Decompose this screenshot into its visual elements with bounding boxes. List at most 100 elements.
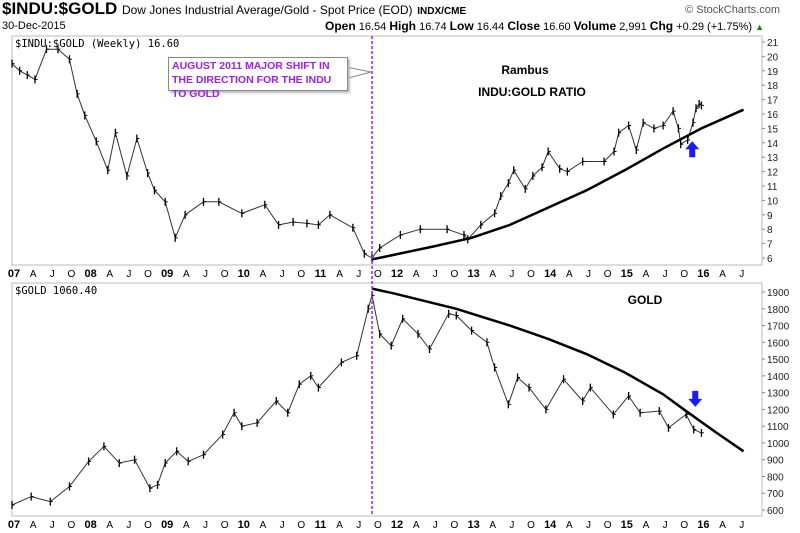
x-tick-label: 07	[8, 519, 20, 531]
y-tick-label: 1100	[767, 422, 789, 433]
x-tick-label: 08	[84, 519, 96, 531]
y-tick-label: 6	[767, 254, 773, 265]
x-tick-label: J	[433, 520, 438, 531]
trendline	[371, 287, 745, 453]
y-tick-label: 1700	[767, 322, 790, 333]
panel-label: $INDU:$GOLD (Weekly) 16.60	[15, 38, 179, 50]
x-tick-label: J	[203, 269, 208, 280]
x-tick-label: A	[489, 520, 496, 531]
y-tick-label: 1500	[767, 355, 790, 366]
x-tick-label: A	[336, 269, 343, 280]
x-tick-label: O	[604, 520, 612, 531]
x-tick-label: A	[30, 269, 37, 280]
x-tick-label: J	[663, 520, 668, 531]
x-tick-label: 12	[391, 268, 403, 280]
x-tick-label: J	[126, 269, 131, 280]
x-tick-label: O	[297, 269, 305, 280]
blue-down-arrow-icon	[688, 390, 703, 407]
x-tick-label: 12	[391, 519, 403, 531]
y-tick-label: 20	[767, 52, 779, 63]
x-tick-label: 16	[697, 268, 709, 280]
x-tick-label: O	[144, 520, 152, 531]
x-tick-label: A	[643, 520, 650, 531]
y-tick-label: 1900	[767, 288, 790, 299]
x-tick-label: O	[527, 520, 535, 531]
x-tick-label: J	[586, 269, 591, 280]
open-value: 16.54	[358, 21, 387, 33]
close-label: Close	[507, 19, 541, 33]
symbol: $INDU:$GOLD	[2, 0, 118, 18]
x-tick-label: A	[566, 520, 573, 531]
x-tick-label: 14	[544, 519, 557, 531]
volume-value: 2,991	[619, 21, 647, 33]
low-value: 16.44	[476, 21, 505, 33]
y-tick-label: 17	[767, 96, 779, 107]
blue-up-arrow-icon	[685, 141, 700, 158]
y-tick-label: 12	[767, 168, 779, 179]
x-tick-label: A	[489, 269, 496, 280]
x-tick-label: J	[433, 269, 438, 280]
x-tick-label: A	[413, 269, 420, 280]
x-tick-label: J	[280, 269, 285, 280]
ohlc-readout: Open 16.54 High 16.74 Low 16.44 Close 16…	[325, 19, 764, 34]
close-value: 16.60	[543, 21, 571, 33]
up-triangle-icon: ▲	[755, 22, 764, 32]
x-tick-label: O	[144, 269, 152, 280]
symbol-description: Dow Jones Industrial Average/Gold - Spot…	[121, 3, 413, 17]
x-tick-label: J	[203, 520, 208, 531]
x-tick-label: J	[50, 269, 55, 280]
chart-title: INDU:GOLD RATIO	[478, 85, 586, 99]
x-tick-label: O	[68, 520, 76, 531]
y-tick-label: 700	[767, 489, 784, 500]
x-tick-label: J	[356, 520, 361, 531]
y-tick-label: 1400	[767, 372, 790, 383]
x-tick-label: A	[30, 520, 37, 531]
x-tick-label: O	[451, 269, 459, 280]
panel-label: $GOLD 1060.40	[15, 285, 97, 297]
panel-frame	[11, 35, 763, 266]
x-tick-label: J	[280, 520, 285, 531]
x-tick-label: 13	[467, 268, 479, 280]
x-tick-label: 11	[315, 268, 327, 280]
callout-pointer	[340, 65, 372, 81]
x-tick-label: 13	[467, 519, 479, 531]
x-tick-label: J	[739, 520, 744, 531]
x-tick-label: A	[106, 269, 113, 280]
y-tick-label: 16	[767, 110, 779, 121]
chg-value: +0.29 (+1.75%)	[676, 21, 753, 33]
y-tick-label: 9	[767, 211, 773, 222]
x-tick-label: A	[413, 520, 420, 531]
y-tick-label: 11	[767, 182, 778, 193]
x-tick-label: O	[374, 520, 382, 531]
x-tick-label: A	[643, 269, 650, 280]
y-tick-label: 8	[767, 225, 773, 236]
x-tick-label: O	[221, 269, 229, 280]
y-tick-label: 1300	[767, 389, 790, 400]
x-tick-label: A	[566, 269, 573, 280]
x-tick-label: O	[297, 520, 305, 531]
y-tick-label: 18	[767, 81, 779, 92]
y-tick-label: 13	[767, 153, 779, 164]
panel-frame	[11, 282, 763, 517]
high-value: 16.74	[419, 21, 447, 33]
x-tick-label: O	[680, 269, 688, 280]
x-tick-label: J	[126, 520, 131, 531]
x-tick-label: O	[451, 520, 459, 531]
x-tick-label: 16	[697, 519, 709, 531]
y-tick-label: 10	[767, 196, 779, 207]
y-tick-label: 600	[767, 506, 784, 517]
y-tick-label: 14	[767, 139, 779, 150]
y-tick-label: 1800	[767, 305, 790, 316]
chart-title: Rambus	[501, 63, 549, 77]
y-tick-label: 7	[767, 240, 773, 251]
y-tick-label: 900	[767, 456, 784, 467]
trendline	[371, 108, 745, 261]
x-tick-label: 14	[544, 268, 557, 280]
y-tick-label: 19	[767, 67, 779, 78]
price-series-line	[11, 48, 702, 259]
chart-date: 30-Dec-2015	[2, 20, 66, 32]
x-tick-label: A	[260, 520, 267, 531]
x-tick-label: J	[739, 269, 744, 280]
